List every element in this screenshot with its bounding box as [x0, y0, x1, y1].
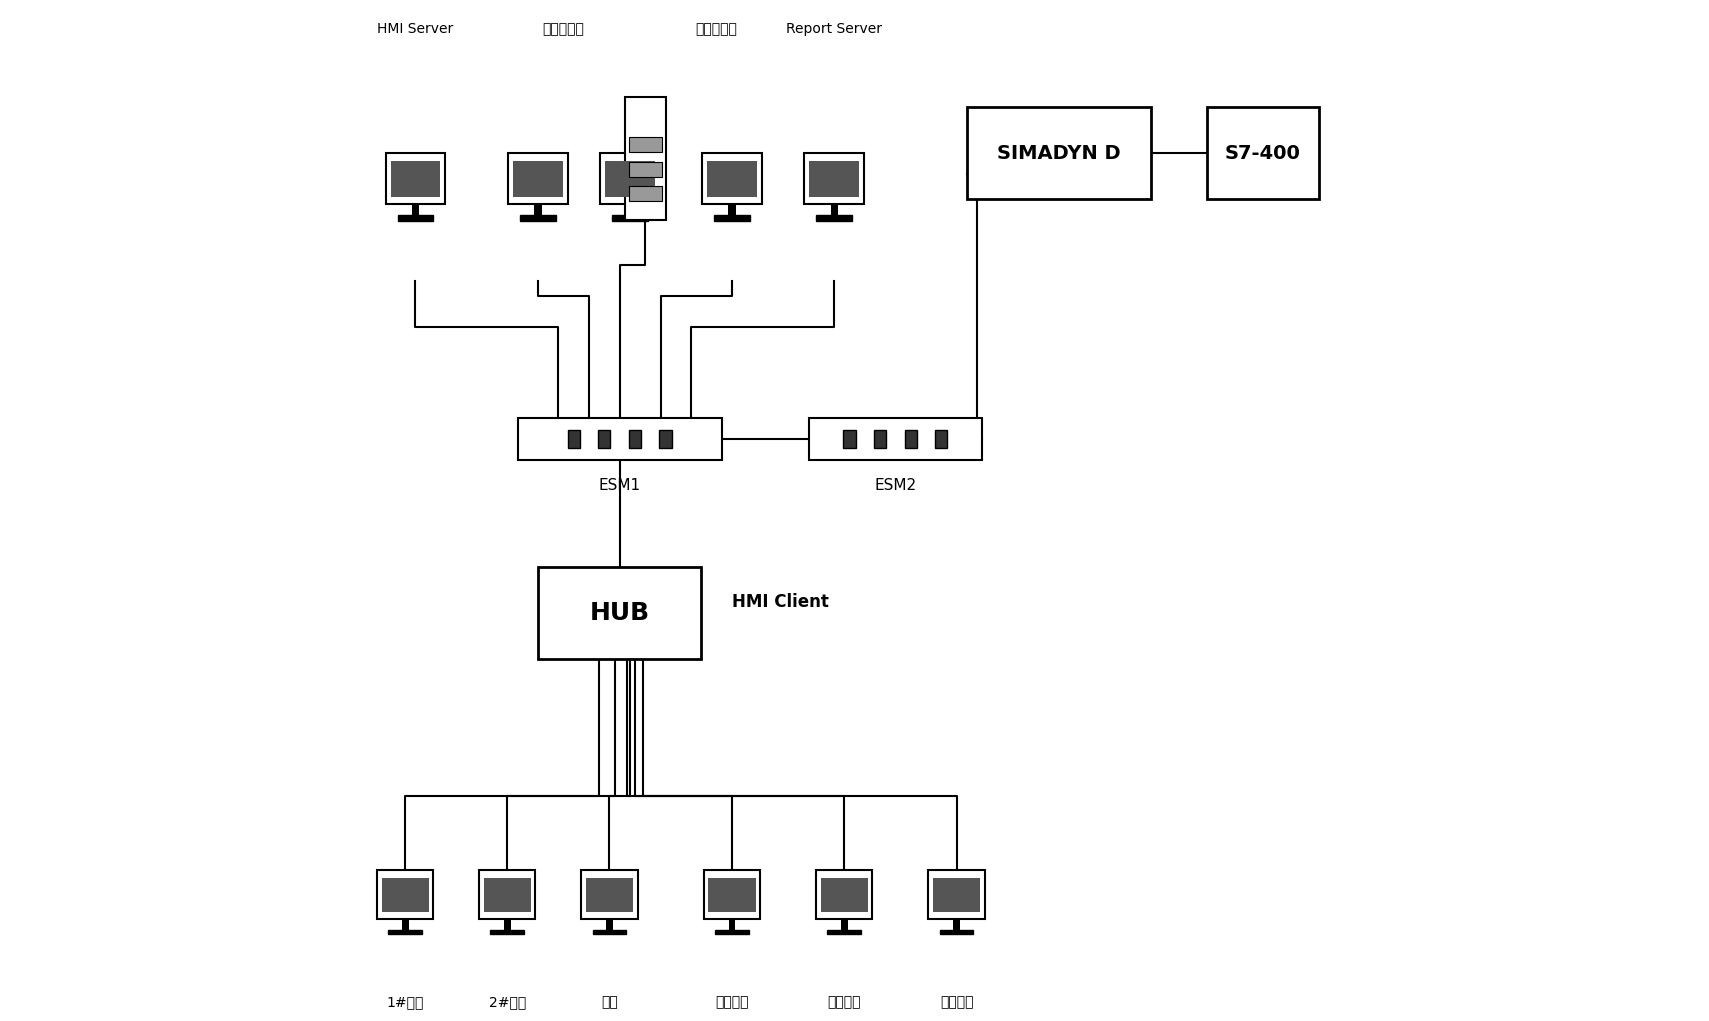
Bar [629, 430, 641, 448]
Text: 轧机操作: 轧机操作 [716, 995, 749, 1010]
Bar [605, 161, 655, 196]
Bar [629, 187, 661, 201]
Bar [940, 929, 974, 934]
Bar [381, 878, 429, 912]
Bar [479, 870, 535, 919]
Bar [593, 929, 625, 934]
Text: 轧机监视: 轧机监视 [827, 995, 861, 1010]
Bar [805, 153, 863, 204]
Text: Report Server: Report Server [786, 21, 882, 36]
Bar [612, 215, 648, 221]
Bar [817, 870, 872, 919]
Text: 出炉: 出炉 [602, 995, 619, 1010]
Text: HMI Server: HMI Server [378, 21, 453, 36]
Text: 控冷过程机: 控冷过程机 [696, 21, 738, 36]
Bar [708, 161, 757, 196]
Bar [490, 929, 525, 934]
Bar [625, 204, 634, 215]
Bar [484, 878, 531, 912]
Bar [391, 161, 441, 196]
Text: 控冷操作: 控冷操作 [940, 995, 974, 1010]
Bar [508, 153, 567, 204]
Bar [600, 153, 660, 204]
Bar [935, 430, 947, 448]
Bar [704, 870, 761, 919]
Bar [827, 929, 861, 934]
Bar [518, 418, 721, 460]
Bar [386, 153, 444, 204]
Bar [714, 215, 750, 221]
Text: HUB: HUB [590, 600, 649, 625]
Text: SIMADYN D: SIMADYN D [996, 144, 1121, 162]
Text: 轧机过程机: 轧机过程机 [542, 21, 584, 36]
Bar [728, 204, 735, 215]
Bar [504, 919, 511, 929]
Bar [873, 430, 887, 448]
Text: 1#入炉: 1#入炉 [386, 995, 424, 1010]
Bar [843, 430, 856, 448]
Text: HMI Client: HMI Client [731, 593, 829, 612]
Text: S7-400: S7-400 [1225, 144, 1301, 162]
Text: ESM1: ESM1 [598, 478, 641, 493]
Bar [388, 929, 422, 934]
Bar [378, 870, 434, 919]
Bar [841, 919, 848, 929]
Bar [954, 919, 960, 929]
Bar [607, 919, 614, 929]
Bar [520, 215, 555, 221]
Bar [820, 878, 868, 912]
Bar [708, 878, 755, 912]
Bar [808, 418, 983, 460]
Bar [412, 204, 419, 215]
Bar [817, 215, 851, 221]
Text: 2#入炉: 2#入炉 [489, 995, 526, 1010]
Bar [967, 107, 1150, 199]
Bar [714, 929, 749, 934]
Bar [513, 161, 562, 196]
Bar [625, 97, 665, 220]
Bar [808, 161, 860, 196]
Bar [586, 878, 632, 912]
Bar [598, 430, 610, 448]
Bar [831, 204, 837, 215]
Bar [567, 430, 579, 448]
Bar [928, 870, 984, 919]
Bar [402, 919, 408, 929]
Bar [538, 567, 701, 659]
Text: ESM2: ESM2 [875, 478, 916, 493]
Bar [581, 870, 637, 919]
Bar [535, 204, 542, 215]
Bar [933, 878, 981, 912]
Bar [904, 430, 916, 448]
Bar [629, 162, 661, 177]
Bar [728, 919, 735, 929]
Bar [398, 215, 434, 221]
Bar [702, 153, 762, 204]
Bar [660, 430, 672, 448]
Bar [629, 138, 661, 152]
Bar [1207, 107, 1319, 199]
